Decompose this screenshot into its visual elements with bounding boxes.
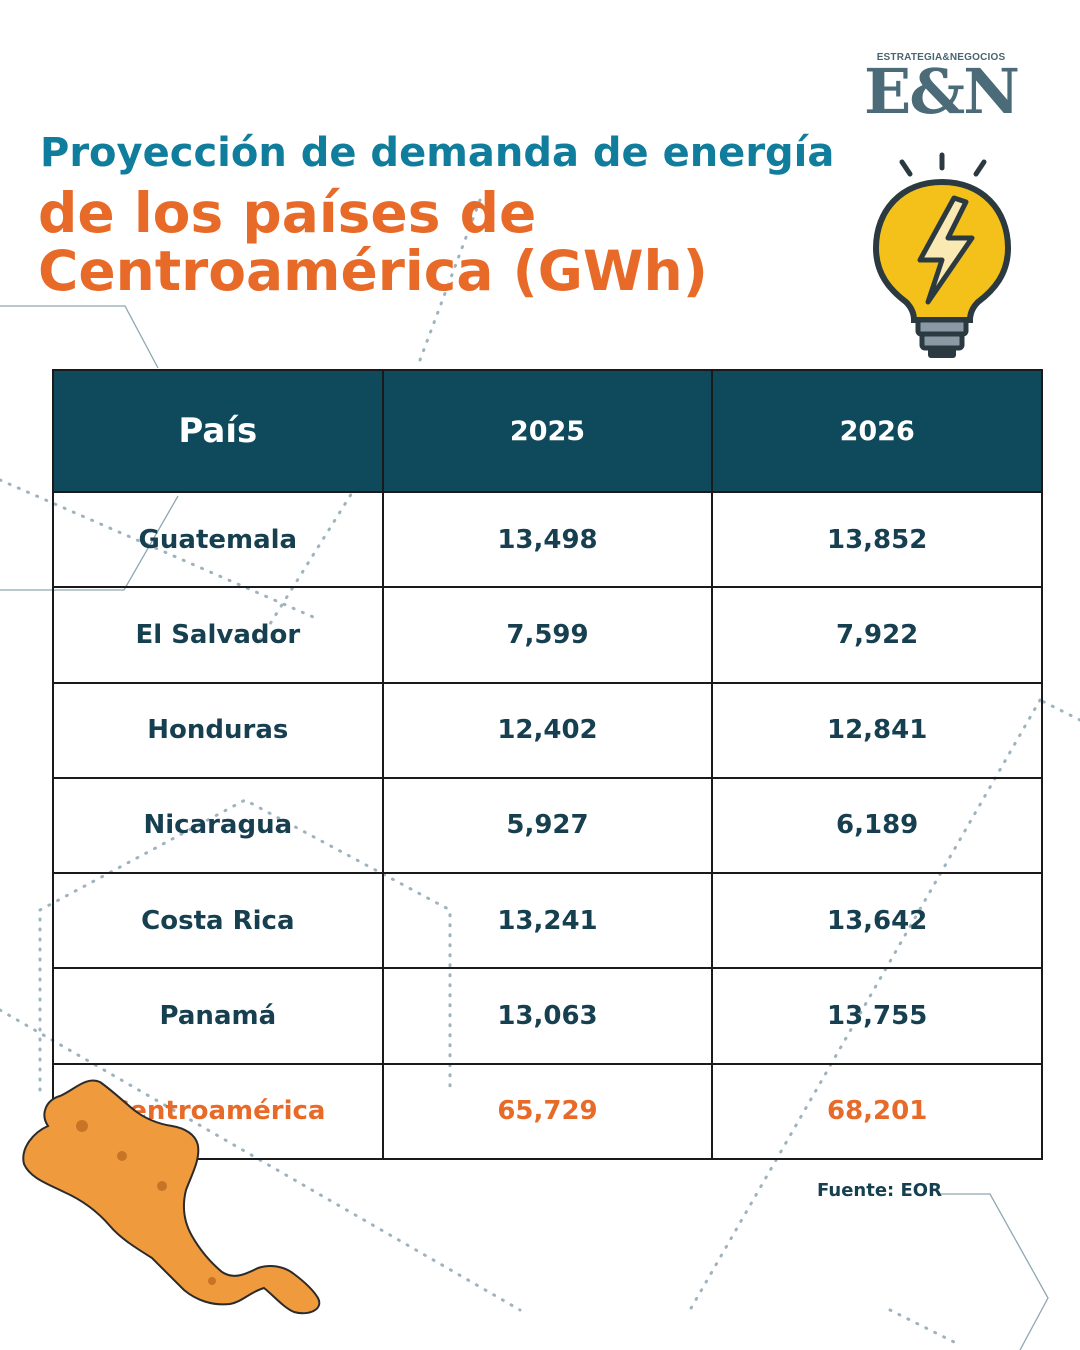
value-2026-cell: 13,755 [711, 967, 1043, 1065]
total-2026-cell: 68,201 [711, 1062, 1043, 1161]
central-america-map-icon [22, 1079, 321, 1315]
table-row: Nicaragua 5,927 6,189 [52, 776, 1043, 875]
source-note: Fuente: EOR [817, 1180, 942, 1201]
country-cell: El Salvador [52, 586, 384, 684]
column-header-2025: 2025 [381, 369, 714, 493]
value-2026-cell: 7,922 [711, 586, 1043, 684]
value-2026-cell: 12,841 [711, 681, 1043, 779]
country-cell: Guatemala [52, 490, 384, 589]
page-title-line-2: de los países de [38, 181, 537, 245]
page-title-emphasis: de los países de Centroamérica (GWh) [38, 184, 708, 300]
table-row: Costa Rica 13,241 13,642 [52, 872, 1043, 970]
value-2026-cell: 13,642 [711, 872, 1043, 970]
brand-logo-text: E&N [864, 55, 1020, 128]
table-header-row: País 2025 2026 [52, 369, 1043, 493]
value-2025-cell: 7,599 [381, 586, 714, 684]
table-row: Honduras 12,402 12,841 [52, 681, 1043, 779]
value-2025-cell: 12,402 [381, 681, 714, 779]
country-cell: Costa Rica [52, 872, 384, 970]
column-header-country: País [52, 369, 384, 493]
value-2025-cell: 13,498 [381, 490, 714, 589]
value-2026-cell: 6,189 [711, 776, 1043, 875]
lightbulb-icon [872, 152, 1012, 358]
table-row: El Salvador 7,599 7,922 [52, 586, 1043, 684]
table-row: Panamá 13,063 13,755 [52, 967, 1043, 1065]
brand-logo: ESTRATEGIA&NEGOCIOS E&N [852, 52, 1030, 128]
brand-tagline: ESTRATEGIA&NEGOCIOS [876, 52, 1006, 63]
total-2025-cell: 65,729 [381, 1062, 714, 1161]
page-title-line-1: Proyección de demanda de energía [40, 130, 835, 176]
value-2025-cell: 13,063 [381, 967, 714, 1065]
value-2026-cell: 13,852 [711, 490, 1043, 589]
country-cell: Honduras [52, 681, 384, 779]
value-2025-cell: 13,241 [381, 872, 714, 970]
page-title-line-3: Centroamérica (GWh) [38, 239, 708, 303]
table-row: Guatemala 13,498 13,852 [52, 490, 1043, 589]
energy-demand-table: País 2025 2026 Guatemala 13,498 13,852 E… [52, 369, 1043, 1161]
value-2025-cell: 5,927 [381, 776, 714, 875]
country-cell: Nicaragua [52, 776, 384, 875]
column-header-2026: 2026 [711, 369, 1043, 493]
country-cell: Panamá [52, 967, 384, 1065]
